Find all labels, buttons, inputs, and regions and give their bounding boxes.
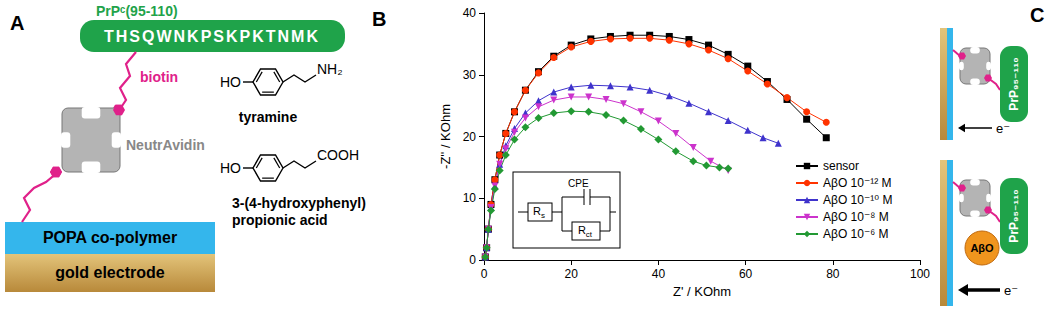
svg-text:HO: HO — [220, 160, 241, 176]
svg-text:e⁻: e⁻ — [1004, 283, 1018, 298]
svg-text:Rct: Rct — [578, 224, 593, 239]
svg-text:40: 40 — [652, 267, 666, 281]
svg-text:3-(4-hydroxyphenyl): 3-(4-hydroxyphenyl) — [232, 195, 366, 211]
svg-text:COOH: COOH — [317, 147, 359, 163]
svg-text:biotin: biotin — [140, 69, 178, 85]
svg-text:Z' / KOhm: Z' / KOhm — [673, 284, 731, 299]
svg-text:e⁻: e⁻ — [996, 121, 1010, 136]
svg-text:60: 60 — [739, 267, 753, 281]
svg-text:PrPᶜ(95-110): PrPᶜ(95-110) — [96, 3, 178, 19]
svg-text:POPA co-polymer: POPA co-polymer — [43, 229, 177, 246]
svg-text:100: 100 — [910, 267, 930, 281]
svg-text:PrP₉₅₋₁₁₀: PrP₉₅₋₁₁₀ — [1007, 57, 1021, 110]
svg-text:AβO 10⁻⁸ M: AβO 10⁻⁸ M — [823, 210, 889, 224]
svg-text:AβO: AβO — [970, 242, 994, 254]
svg-text:40: 40 — [463, 6, 477, 20]
svg-text:NeutrAvidin: NeutrAvidin — [126, 137, 205, 153]
svg-text:AβO 10⁻¹⁰ M: AβO 10⁻¹⁰ M — [823, 193, 892, 207]
svg-text:PrP₉₅₋₁₁₀: PrP₉₅₋₁₁₀ — [1007, 189, 1021, 242]
svg-text:-Z'' / KOhm: -Z'' / KOhm — [438, 104, 453, 169]
svg-text:Rs: Rs — [533, 205, 545, 220]
svg-text:AβO 10⁻⁶ M: AβO 10⁻⁶ M — [823, 227, 889, 241]
svg-text:30: 30 — [463, 68, 477, 82]
svg-text:sensor: sensor — [823, 159, 859, 173]
svg-text:10: 10 — [463, 191, 477, 205]
svg-text:propionic acid: propionic acid — [232, 212, 328, 228]
svg-text:A: A — [10, 12, 24, 34]
svg-text:tyramine: tyramine — [239, 109, 298, 125]
svg-text:CPE: CPE — [568, 178, 589, 189]
svg-text:20: 20 — [565, 267, 579, 281]
svg-text:0: 0 — [481, 267, 488, 281]
svg-text:HO: HO — [220, 74, 241, 90]
svg-text:gold electrode: gold electrode — [55, 264, 164, 281]
svg-text:NH₂: NH₂ — [317, 61, 343, 77]
svg-text:C: C — [1030, 4, 1044, 26]
svg-text:B: B — [372, 8, 386, 30]
svg-text:THSQWNKPSKPKTNMK: THSQWNKPSKPKTNMK — [104, 28, 320, 45]
svg-text:0: 0 — [469, 253, 476, 267]
svg-text:AβO 10⁻¹² M: AβO 10⁻¹² M — [823, 176, 892, 190]
svg-text:80: 80 — [826, 267, 840, 281]
svg-text:20: 20 — [463, 130, 477, 144]
